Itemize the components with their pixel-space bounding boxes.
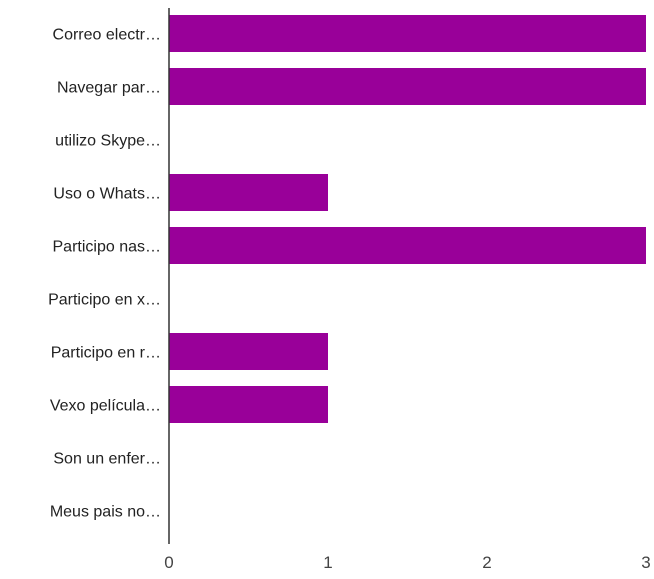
x-tick-labels: 0 1 2 3 — [164, 553, 650, 572]
category-label: utilizo Skype… — [55, 133, 161, 150]
x-tick-label: 0 — [164, 553, 173, 572]
category-label: Participo en r… — [51, 345, 161, 362]
category-label: Navegar par… — [57, 80, 161, 97]
category-label: Meus pais no… — [50, 504, 161, 521]
category-label: Son un enfer… — [53, 451, 161, 468]
bar — [169, 174, 328, 211]
bars-layer — [169, 15, 646, 423]
bar — [169, 386, 328, 423]
bar — [169, 227, 646, 264]
category-label: Participo nas… — [53, 239, 162, 256]
category-label: Vexo película… — [50, 398, 161, 415]
bar — [169, 68, 646, 105]
x-tick-label: 1 — [323, 553, 332, 572]
bar — [169, 333, 328, 370]
x-tick-label: 2 — [482, 553, 491, 572]
category-labels: Correo electr… Navegar par… utilizo Skype…… — [48, 27, 161, 521]
category-label: Correo electr… — [53, 27, 161, 44]
x-tick-label: 3 — [641, 553, 650, 572]
bar — [169, 15, 646, 52]
category-label: Uso o Whats… — [53, 186, 161, 203]
category-label: Participo en x… — [48, 292, 161, 309]
